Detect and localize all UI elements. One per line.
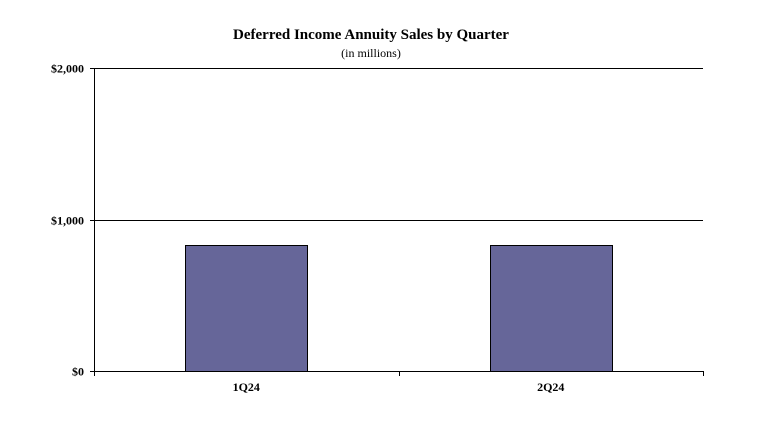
- y-tick-label: $1,000: [51, 214, 84, 228]
- bar: [490, 245, 613, 372]
- x-tick-label: 2Q24: [537, 380, 564, 394]
- bar: [185, 245, 308, 372]
- y-tick-label: $0: [72, 365, 84, 379]
- x-tick-label: 1Q24: [233, 380, 260, 394]
- chart-title: Deferred Income Annuity Sales by Quarter: [233, 27, 509, 43]
- y-tick-label: $2,000: [51, 62, 84, 76]
- chart-subtitle: (in millions): [341, 46, 401, 60]
